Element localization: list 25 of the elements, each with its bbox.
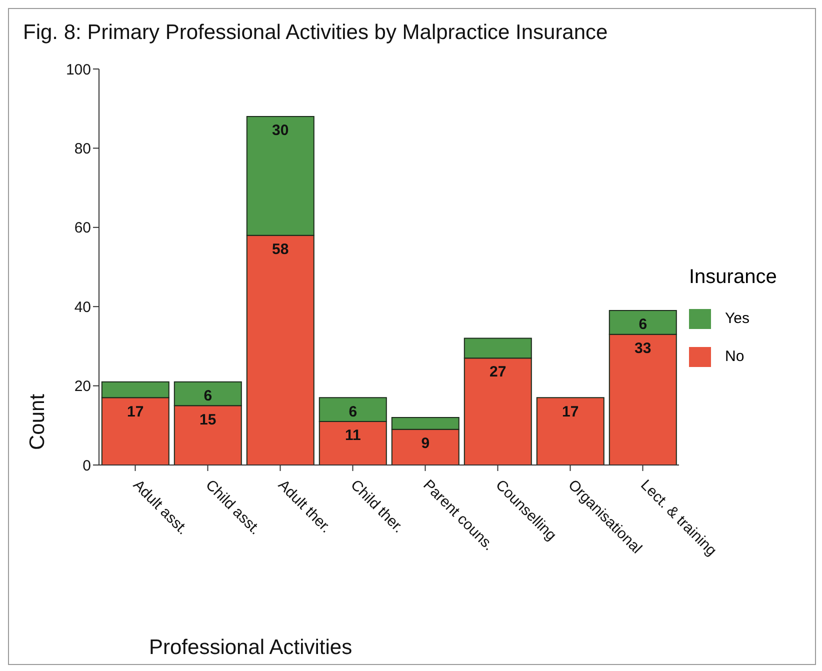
data-label: 9 [421, 435, 430, 452]
x-axis-title: Professional Activities [149, 636, 352, 660]
y-tick-label: 100 [66, 61, 91, 78]
data-label: 17 [562, 403, 579, 420]
data-label: 17 [127, 403, 144, 420]
legend-label: Yes [725, 310, 750, 327]
data-label: 6 [348, 403, 358, 420]
data-label: 33 [634, 340, 652, 357]
y-tick-label: 40 [74, 298, 91, 316]
data-label: 58 [272, 240, 289, 258]
data-label: 27 [490, 364, 506, 381]
y-tick-label: 80 [74, 140, 91, 158]
data-label: 6 [204, 387, 212, 404]
bar [536, 397, 604, 465]
chart-title: Fig. 8: Primary Professional Activities by Malpractice Insurance [22, 20, 609, 45]
legend-title: Insurance [689, 266, 778, 288]
legend-label: No [725, 348, 744, 365]
data-label: 6 [638, 316, 648, 334]
y-tick-label: 0 [82, 457, 91, 474]
data-label: 11 [344, 427, 361, 444]
data-label: 15 [200, 411, 216, 428]
y-tick-label: 20 [74, 378, 91, 396]
data-label: 30 [272, 122, 289, 140]
y-tick-label: 60 [74, 220, 91, 237]
y-axis-title: Count [26, 394, 49, 450]
